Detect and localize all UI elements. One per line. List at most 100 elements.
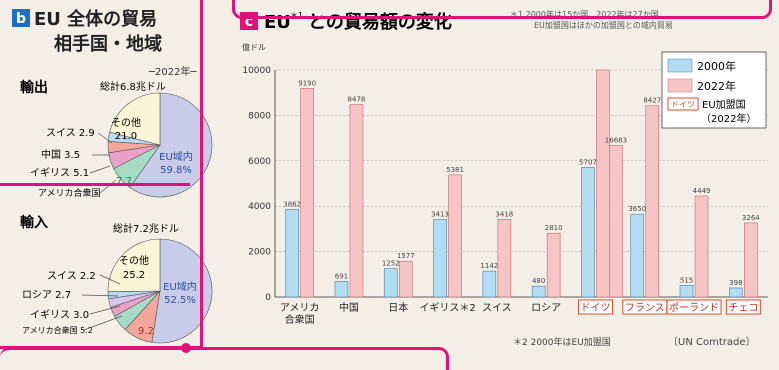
bar-2022-1 [349, 104, 364, 298]
bar-2000-5 [531, 285, 546, 298]
pie-slice-5 [109, 92, 161, 146]
x-tick-label: 合衆国 [285, 313, 315, 326]
bar-2000-0 [285, 209, 299, 298]
legend-eu-text: EU加盟国 [702, 99, 746, 111]
export-heading: 輸出 [20, 79, 48, 96]
footnote-2: ＊2 2000年はEU加盟国 [513, 336, 611, 348]
legend-swatch-2022 [667, 78, 693, 93]
value-label-2022: 3418 [495, 210, 513, 218]
value-label-2000: 480 [532, 277, 545, 285]
year-note: ─2022年─ [148, 65, 197, 78]
import-heading: 輸入 [20, 214, 48, 231]
bar-eu-6 [609, 144, 623, 298]
value-label-2000: 3413 [431, 211, 449, 219]
value-label-2022: 3264 [742, 214, 760, 222]
value-label-2022: 4449 [693, 187, 711, 195]
value-label-2022: 2810 [545, 224, 563, 232]
export-eu-label: EU域内 [159, 150, 193, 163]
export-label-swiss: スイス 2.9 [46, 128, 95, 139]
bar-2022-3 [448, 174, 462, 298]
value-label-2000: 5707 [579, 158, 597, 166]
bar-2000-1 [334, 281, 349, 298]
value-label-2000: 3862 [283, 200, 301, 208]
x-tick-label: フランス [625, 302, 665, 314]
leader-line [89, 305, 121, 315]
value-label-2000: 1252 [382, 260, 400, 268]
import-label-russia: ロシア 2.7 [22, 290, 71, 301]
eu-member-box [666, 299, 722, 315]
y-tick-label: 6000 [248, 157, 271, 167]
export-pie [107, 92, 213, 198]
import-china-value: 9.2 [138, 326, 154, 337]
legend-label-2000: 2000年 [697, 59, 736, 73]
eu-member-box [577, 299, 613, 315]
value-label-2022: 1577 [397, 252, 415, 260]
bar-chart: 0 2000 4000 6000 8000 10000 3862 9190 アメリカ合衆国 691… [242, 66, 768, 326]
y-tick-label: 0 [265, 293, 271, 303]
bar-2000-6 [581, 167, 595, 298]
export-eu-value: 59.8% [160, 165, 192, 176]
bar-2022-8 [694, 195, 709, 298]
x-tick-label: 中国 [339, 301, 359, 314]
pie-slice-0 [151, 238, 213, 344]
x-tick-label: アメリカ [280, 302, 320, 314]
eu-member-box [725, 299, 761, 315]
pie-slice-6 [107, 238, 161, 292]
y-tick-label: 8000 [248, 111, 271, 121]
legend-eu-chip [667, 97, 699, 111]
footnote-1b: EU加盟国はほかの加盟国との域内貿易 [534, 20, 673, 30]
x-tick-label: ロシア [531, 303, 561, 314]
leader-line [99, 274, 121, 285]
import-label-usa: アメリカ合衆国 5.2 [22, 325, 93, 335]
footnote-1: ＊1 2000年は15か国、2022年は27か国 [510, 9, 659, 19]
bar-2000-4 [482, 270, 497, 298]
y-tick-label: 2000 [248, 248, 271, 258]
y-tick-label: 4000 [248, 202, 271, 212]
x-tick-label: チェコ [728, 302, 758, 314]
value-label-2022: 5381 [446, 166, 464, 174]
value-label-2022: 9190 [298, 79, 316, 87]
leader-line [89, 165, 111, 174]
bar-2022-5 [546, 232, 561, 298]
import-label-swiss: スイス 2.2 [47, 271, 96, 282]
value-label-2000: 515 [680, 276, 693, 284]
legend-label-2022: 2022年 [697, 79, 736, 93]
import-other-value: 25.2 [123, 270, 145, 281]
bar-2022-2 [398, 260, 413, 298]
import-pie [107, 238, 213, 344]
export-other-value: 21.0 [115, 131, 137, 142]
value-label-2000: 1142 [480, 262, 498, 270]
source: 〔UN Comtrade〕 [668, 336, 755, 348]
import-other-label: その他 [119, 254, 149, 267]
import-eu-value: 52.5% [164, 295, 196, 306]
panel-b-badge [12, 9, 30, 27]
y-tick-label: 10000 [242, 66, 271, 76]
bar-2000-2 [383, 268, 398, 298]
value-label-eu: 16683 [605, 136, 627, 144]
bar-2022-7 [645, 105, 660, 298]
bar-2022-6 [596, 69, 610, 298]
value-label-2022: 8478 [348, 96, 366, 104]
bar-2000-9 [729, 287, 743, 298]
bar-2000-3 [433, 219, 447, 298]
panel-b-letter: b [16, 11, 26, 27]
panel-b-title-2: 相手国・地域 [54, 33, 162, 55]
x-tick-label: 日本 [388, 301, 408, 314]
export-total: 総計6.8兆ドル [100, 80, 166, 93]
panel-c-title-pre: EU [264, 12, 291, 33]
panel-c-title-post: との貿易額の変化 [308, 11, 452, 33]
leader-line [99, 179, 117, 194]
export-other-label: その他 [111, 116, 141, 129]
import-total: 総計7.2兆ドル [113, 222, 179, 235]
value-label-2000: 691 [335, 272, 348, 280]
x-tick-label: ポーランド [669, 302, 719, 314]
legend-eu-chip-label: ドイツ [671, 100, 695, 109]
legend-eu-text-2: （2022年） [701, 112, 756, 125]
panel-b-title-1: EU 全体の貿易 [34, 8, 157, 30]
highlight-dot [181, 343, 191, 353]
x-tick-label: イギリス＊2 [419, 302, 475, 314]
x-tick-label: ドイツ [580, 303, 610, 314]
import-label-uk: イギリス 3.0 [30, 309, 89, 321]
y-axis-label: 億ドル [242, 42, 266, 52]
bar-2022-4 [497, 219, 512, 298]
